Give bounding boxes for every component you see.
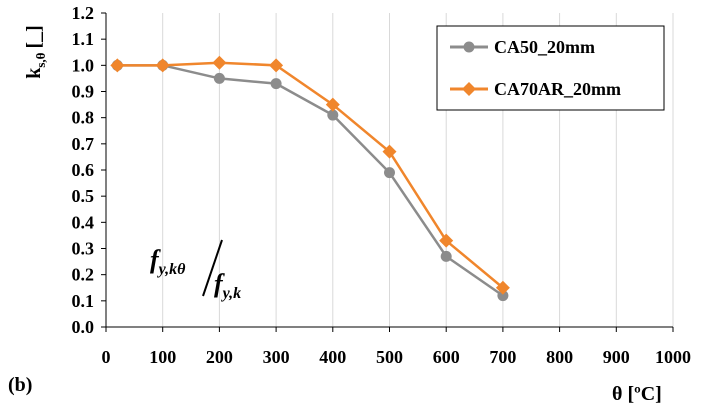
x-tick-label: 700	[489, 347, 516, 367]
data-point-ca70ar	[212, 55, 227, 70]
panel-label: (b)	[8, 374, 32, 396]
data-point-ca70ar	[325, 97, 340, 112]
y-tick-label: 0.8	[72, 108, 95, 128]
data-point-ca70ar	[110, 58, 125, 73]
data-series	[110, 55, 510, 302]
formula-denominator-sub: y,k	[221, 285, 242, 302]
data-point-ca70ar	[382, 144, 397, 159]
y-tick-label: 0.2	[72, 265, 95, 285]
formula-slash	[202, 239, 223, 297]
svg-text:fy,k: fy,k	[214, 269, 241, 302]
y-tick-label: 1.0	[72, 55, 95, 75]
series-line-ca50	[117, 64, 504, 297]
legend-label-ca50: CA50_20mm	[494, 37, 595, 57]
legend: CA50_20mm CA70AR_20mm	[436, 25, 665, 111]
x-tick-label: 400	[319, 347, 346, 367]
data-point-ca50	[384, 167, 395, 179]
y-tick-label: 1.2	[72, 3, 95, 23]
y-tick-label: 0.5	[72, 186, 95, 206]
x-tick-label: 100	[149, 347, 176, 367]
y-axis-label: ks,θ [_]	[23, 25, 48, 79]
y-tick-label: 0.7	[72, 134, 95, 154]
data-point-ca50	[270, 78, 282, 90]
x-tick-label: 600	[433, 347, 460, 367]
y-tick-label: 0.0	[72, 317, 95, 337]
y-tick-label: 0.4	[72, 212, 95, 232]
x-tick-label: 800	[546, 347, 573, 367]
series-line-ca70ar	[117, 61, 504, 289]
y-tick-label: 0.6	[72, 160, 95, 180]
y-tick-labels: 0.0 0.1 0.2 0.3 0.4 0.5 0.6 0.7 0.8 0.9 1.0 1.1 1.2	[72, 3, 106, 337]
formula-numerator-main: f	[150, 245, 161, 274]
formula-numerator-sub: y,kθ	[157, 261, 187, 278]
formula-annotation: fy,kθ fy,k	[150, 239, 241, 302]
x-tick-label: 1000	[655, 347, 691, 367]
x-tick-label: 500	[376, 347, 403, 367]
y-axis-label-sub: s,θ	[33, 52, 48, 67]
svg-text:fy,kθ: fy,kθ	[150, 245, 186, 278]
y-tick-label: 1.1	[72, 29, 95, 49]
data-point-ca50	[213, 72, 225, 84]
x-axis-label: θ [ºC]	[612, 383, 662, 405]
formula-denominator-main: f	[214, 269, 225, 298]
x-tick-label: 200	[206, 347, 233, 367]
data-point-ca50	[440, 250, 452, 262]
y-tick-label: 0.1	[72, 291, 95, 311]
x-tick-label: 300	[263, 347, 290, 367]
y-axis-label-main: k	[23, 67, 45, 79]
legend-marker-ca70ar	[462, 82, 476, 96]
data-point-ca70ar	[269, 58, 284, 73]
x-tick-label: 0	[102, 347, 111, 367]
data-point-ca50	[497, 290, 509, 302]
x-tick-labels: 0 100 200 300 400 500 600 700 800 900 1000	[102, 327, 691, 367]
y-tick-label: 0.9	[72, 82, 95, 102]
legend-box	[436, 25, 665, 111]
data-point-ca50	[327, 109, 339, 121]
legend-label-ca70ar: CA70AR_20mm	[494, 79, 621, 99]
data-point-ca70ar	[155, 58, 170, 73]
data-point-ca70ar	[439, 233, 454, 248]
y-tick-label: 0.3	[72, 239, 95, 259]
x-tick-label: 900	[603, 347, 630, 367]
svg-text:ks,θ[_]: ks,θ [_]	[23, 25, 48, 79]
y-axis-label-unit: [_]	[23, 25, 45, 48]
legend-marker-ca50	[463, 41, 475, 53]
data-point-ca70ar	[495, 280, 510, 295]
